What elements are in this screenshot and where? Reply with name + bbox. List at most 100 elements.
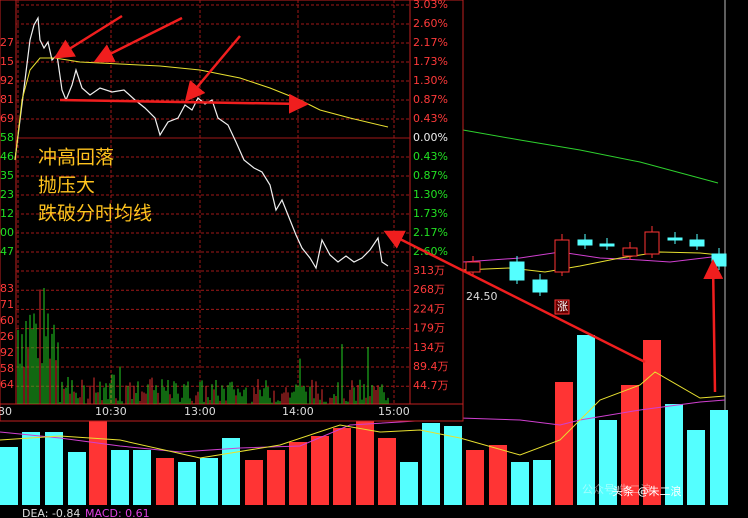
price-axis-label: 1.73% — [413, 207, 448, 220]
volume-bar — [621, 385, 639, 505]
time-label: 30 — [0, 405, 12, 418]
volume-bar — [533, 460, 551, 505]
volume-bar — [45, 432, 63, 505]
price-axis-label: 81 — [0, 93, 14, 106]
price-axis-label: 69 — [0, 112, 14, 125]
volume-axis-label: 58 — [0, 362, 14, 375]
volume-axis-label: 89.4万 — [413, 360, 449, 373]
volume-bar — [267, 450, 285, 505]
price-axis-label: 0.00% — [413, 131, 448, 144]
grid: 3.03% 2.60% 2.17% 1.73% 1.30% 0.87% 0.43% 0.00%… — [0, 0, 449, 418]
average-line — [14, 57, 389, 161]
volume-bar — [400, 462, 418, 505]
price-axis-label: 0.43% — [413, 150, 448, 163]
volume-bar — [0, 447, 18, 505]
price-axis-label: 0.87% — [413, 93, 448, 106]
volume-bar — [665, 404, 683, 505]
price-axis-label: 92 — [0, 74, 14, 87]
price-axis-label: 27 — [0, 36, 14, 49]
volume-bar — [356, 420, 374, 505]
volume-bar — [222, 438, 240, 505]
price-axis-label: 00 — [0, 226, 14, 239]
volume-axis-label: 92 — [0, 346, 14, 359]
volume-axis-label: 44.7万 — [413, 379, 449, 392]
candle-body — [532, 279, 548, 293]
watermark: 公众号·朱二浪 — [582, 482, 652, 496]
volume-bar — [333, 428, 351, 505]
volume-axis-label: 64 — [0, 378, 14, 391]
candle-body — [644, 231, 660, 255]
candle-body — [689, 239, 705, 247]
limit-tag: 涨 — [557, 300, 568, 313]
annotation: 抛压大 — [38, 175, 95, 197]
volume-bar — [422, 423, 440, 505]
volume-bar — [200, 458, 218, 505]
volume-bar — [378, 438, 396, 505]
volume-axis-label: 83 — [0, 282, 14, 295]
candle-body — [509, 261, 525, 281]
volume-bar — [68, 452, 86, 505]
price-axis-label: 47 — [0, 245, 14, 258]
candle-body — [577, 239, 593, 246]
volume-bar — [89, 420, 107, 505]
macd: MACD: 0.61 — [85, 507, 150, 518]
volume-bar — [311, 436, 329, 505]
volume-bar — [133, 450, 151, 505]
intraday-panel — [0, 0, 464, 422]
volume-bar — [111, 450, 129, 505]
price-label: 24.50 — [466, 290, 498, 303]
volume-axis-label: 134万 — [413, 341, 445, 354]
time-label: 14:00 — [282, 405, 314, 418]
volume-axis-label: 26 — [0, 330, 14, 343]
candle-panel — [462, 0, 727, 420]
volume-axis-label: 313万 — [413, 264, 445, 277]
dea: DEA: -0.84 — [22, 507, 80, 518]
price-axis-label: 3.03% — [413, 0, 448, 11]
volume-axis-label: 60 — [0, 314, 14, 327]
volume-bar — [178, 462, 196, 505]
limit-tag-box — [554, 299, 570, 315]
price-axis-label: 1.73% — [413, 55, 448, 68]
candle-body — [465, 261, 481, 273]
price-axis-label: 23 — [0, 188, 14, 201]
annotation: 跌破分时均线 — [38, 203, 152, 225]
price-axis-label: 46 — [0, 150, 14, 163]
volume-bar — [466, 450, 484, 505]
price-axis-label: 2.17% — [413, 36, 448, 49]
volume-bar — [643, 340, 661, 505]
price-axis-label: 35 — [0, 169, 14, 182]
price-line — [14, 16, 389, 270]
volume-bars — [0, 335, 728, 505]
volume-bar — [245, 460, 263, 505]
volume-bar — [444, 426, 462, 505]
candle-body — [599, 243, 615, 247]
volume-bar — [687, 430, 705, 505]
volume-bar — [22, 432, 40, 505]
volume-axis-label: 268万 — [413, 283, 445, 296]
volume-axis-label: 179万 — [413, 322, 445, 335]
price-axis-label: 2.60% — [413, 17, 448, 30]
price-axis-label: 1.30% — [413, 74, 448, 87]
price-axis-label: 58 — [0, 131, 14, 144]
volume-bar — [289, 442, 307, 505]
candle-body — [667, 237, 683, 241]
arrows — [53, 14, 724, 393]
price-axis-label: 12 — [0, 207, 14, 220]
price-axis-label: 15 — [0, 55, 14, 68]
volume-bar — [156, 458, 174, 505]
price-axis-label: 0.43% — [413, 112, 448, 125]
time-label: 15:00 — [378, 405, 410, 418]
price-axis-label: 2.17% — [413, 226, 448, 239]
price-axis-label: 2.60% — [413, 245, 448, 258]
price-axis-label: 1.30% — [413, 188, 448, 201]
watermark: 头条 @朱二浪 — [612, 484, 682, 498]
annotation: 冲高回落 — [38, 147, 114, 169]
time-label: 13:00 — [184, 405, 216, 418]
volume-axis-label: 224万 — [413, 302, 445, 315]
time-label: 10:30 — [95, 405, 127, 418]
volume-bar — [577, 335, 595, 505]
volume-bar — [511, 462, 529, 505]
intraday-volume — [17, 287, 389, 404]
volume-bar — [555, 382, 573, 505]
